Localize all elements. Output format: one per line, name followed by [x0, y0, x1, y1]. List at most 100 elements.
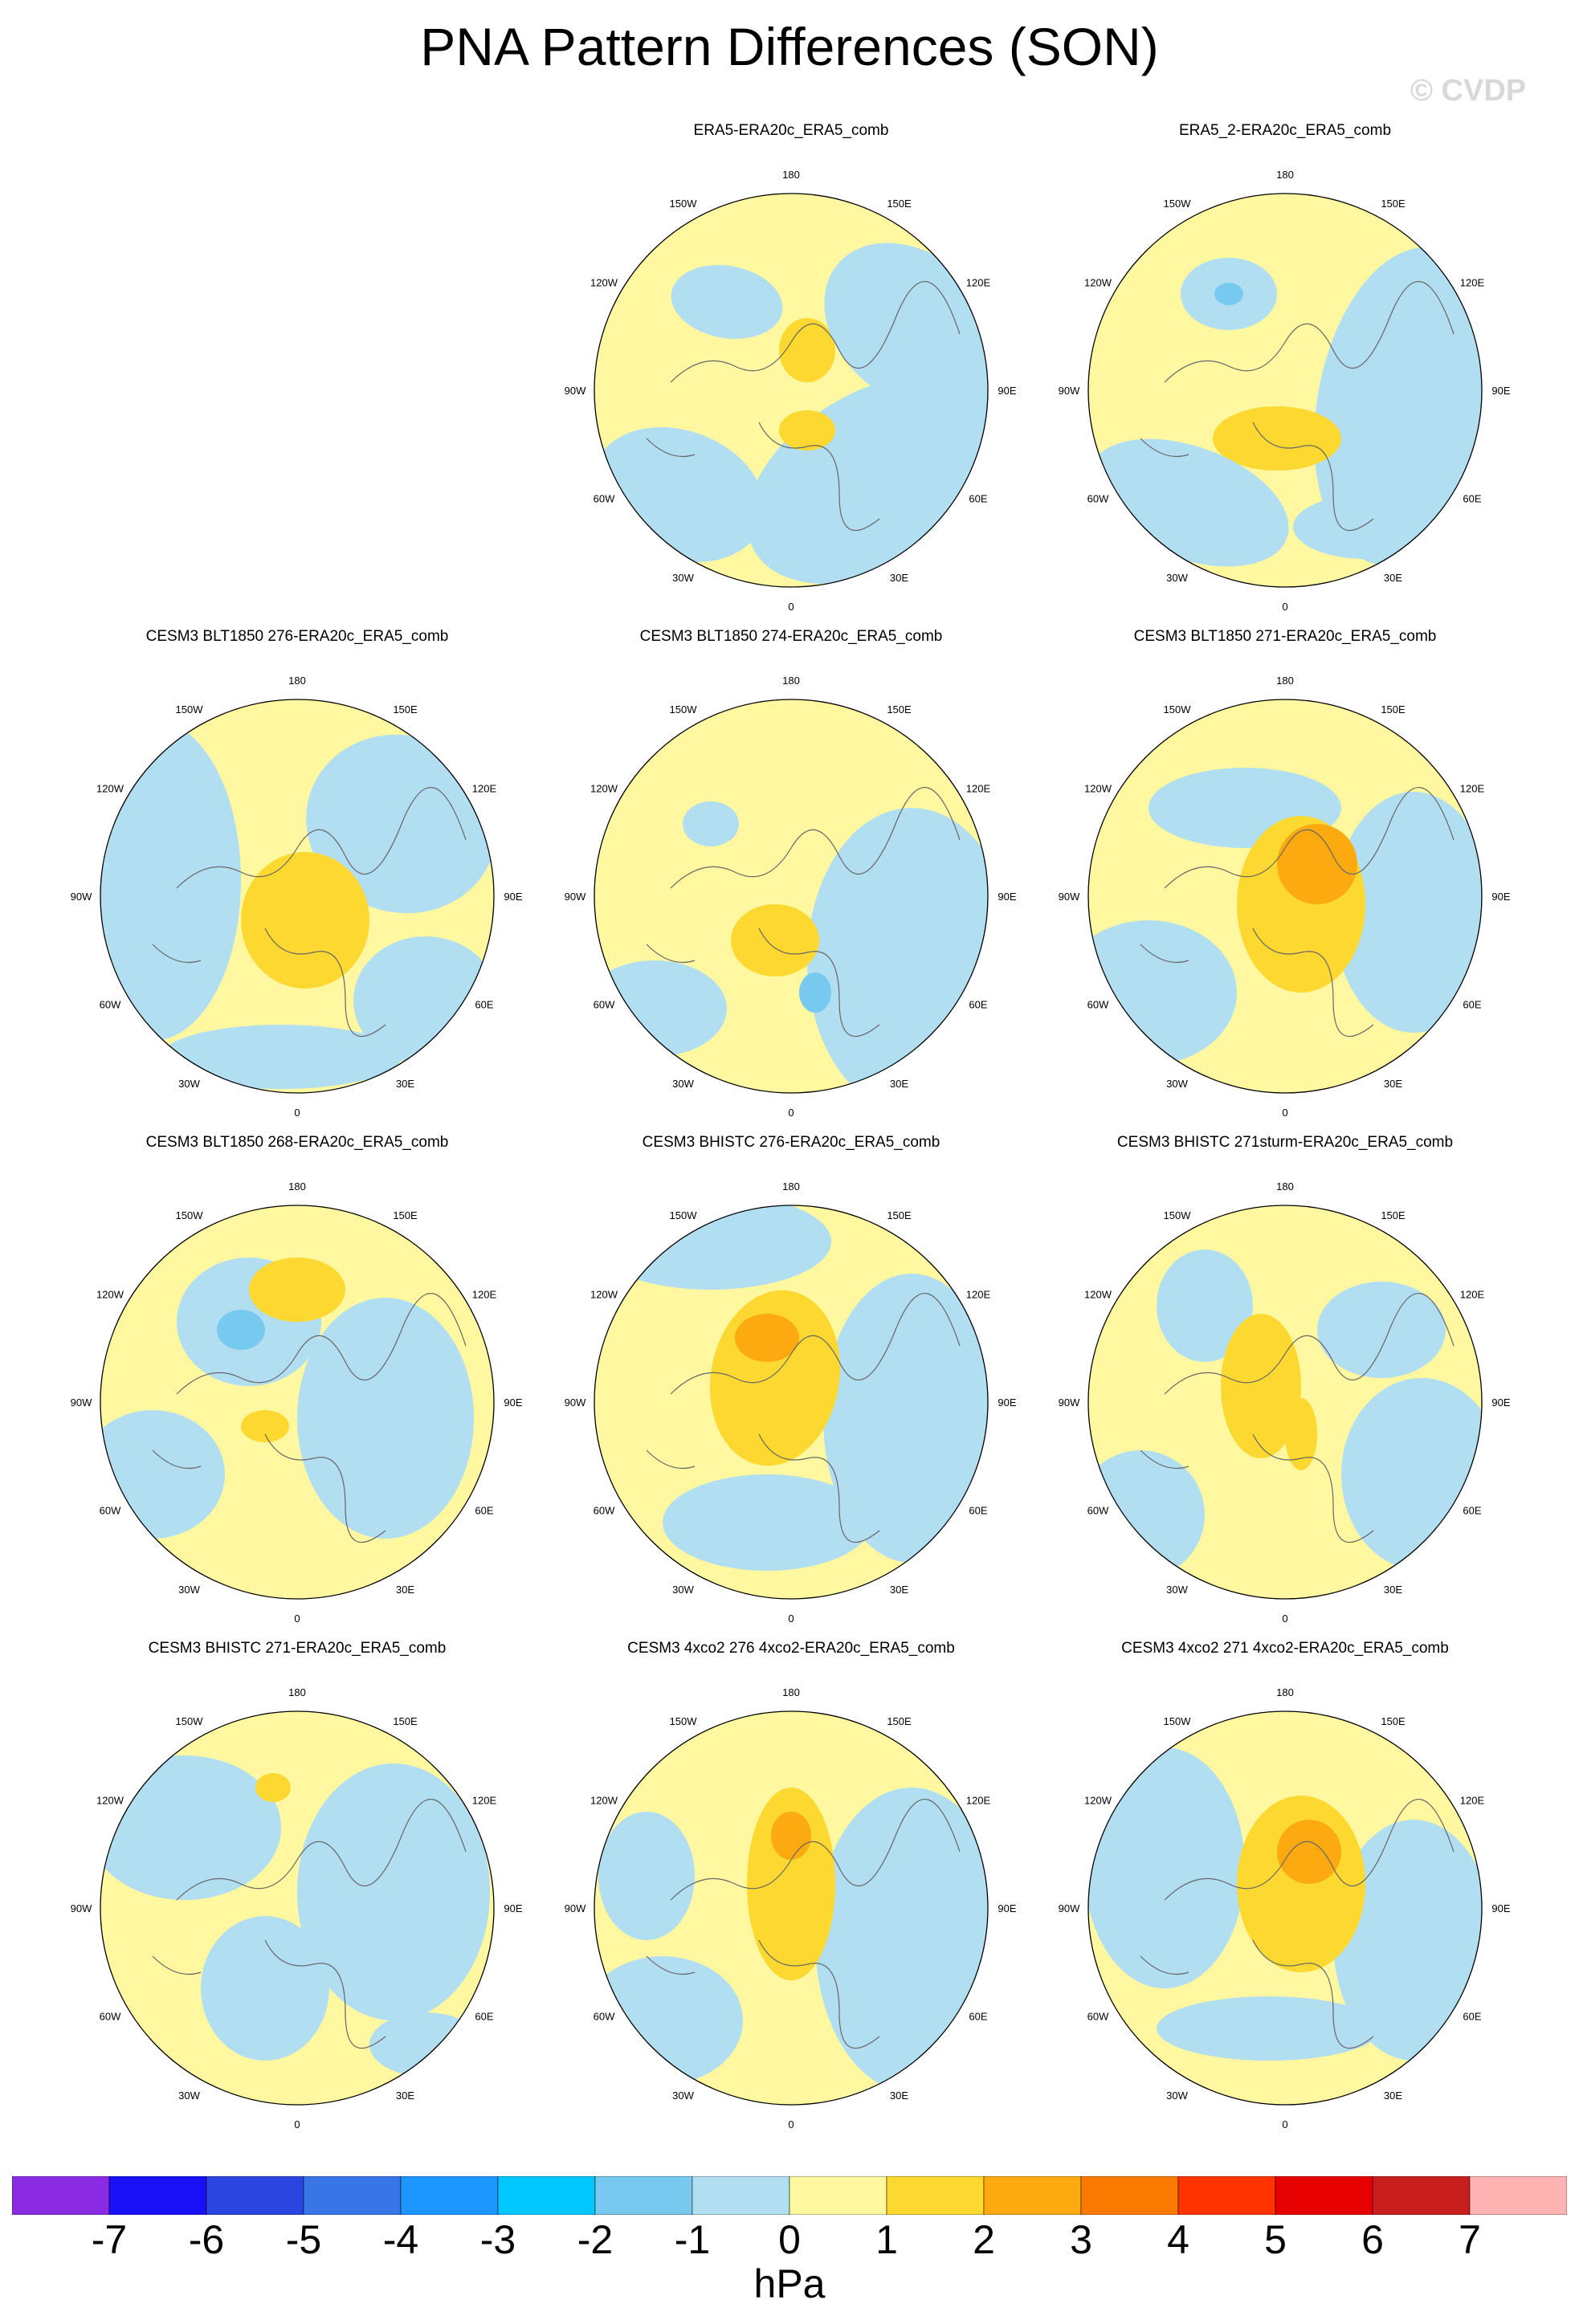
- longitude-label: 60E: [969, 999, 987, 1011]
- coastline: [152, 787, 467, 1038]
- longitude-label: 90W: [71, 1396, 92, 1409]
- colorbar-swatch: [1372, 2175, 1471, 2216]
- longitude-label: 180: [782, 1686, 800, 1698]
- longitude-label: 120E: [966, 277, 991, 289]
- longitude-label: 30E: [1384, 1584, 1402, 1596]
- longitude-label: 180: [1276, 1686, 1294, 1698]
- contour-fill-region: [683, 801, 739, 846]
- longitude-label: 180: [782, 169, 800, 181]
- longitude-label: 60W: [594, 493, 615, 505]
- colorbar-tick-label: 3: [1070, 2217, 1092, 2262]
- contour-fill-region: [1088, 1747, 1245, 1988]
- longitude-label: 150W: [1164, 1715, 1192, 1727]
- contour-fill-region: [161, 1025, 402, 1089]
- coastline: [152, 1293, 467, 1543]
- colorbar-tick-label: 2: [973, 2217, 995, 2262]
- map-panel: CESM3 BLT1850 274-ERA20c_ERA5_comb 180 150…: [542, 628, 1040, 1126]
- map-boundary: [594, 1205, 989, 1600]
- longitude-label: 30W: [1166, 572, 1188, 584]
- polar-map: 180 150E 120E 90E 60E 30E 0 30W 60W 90W 120W 150W: [1059, 1180, 1511, 1625]
- colorbar-tick-label: -7: [91, 2217, 128, 2262]
- longitude-label: 90E: [504, 891, 522, 903]
- polar-map: 180 150E 120E 90E 60E 30E 0 30W 60W 90W 120W 150W: [565, 1180, 1017, 1625]
- contour-fill-region: [671, 265, 783, 339]
- contour-fill-region: [1277, 824, 1357, 904]
- contour-fill-region: [1214, 283, 1243, 305]
- colorbar-tick-label: 0: [778, 2217, 801, 2262]
- map-boundary: [1087, 1710, 1483, 2106]
- contour-fill-region: [1277, 1820, 1341, 1884]
- contour-fill-region: [824, 243, 988, 410]
- longitude-label: 120W: [96, 783, 124, 795]
- colorbar-tick-labels: -7 -6 -5 -4 -3 -2 -1 0 1 2 3 4 5 6 7: [0, 2216, 1579, 2273]
- longitude-label: 120W: [590, 1289, 618, 1301]
- panel-title: ERA5-ERA20c_ERA5_comb: [693, 122, 889, 139]
- longitude-label: 30W: [178, 1584, 200, 1596]
- colorbar-swatch: [1469, 2175, 1568, 2216]
- map-panel: ERA5-ERA20c_ERA5_comb 180 150E 120E 90E 60E 30…: [542, 122, 1040, 620]
- longitude-label: 150W: [176, 703, 204, 716]
- contour-fill-region: [1317, 1282, 1446, 1378]
- longitude-label: 90E: [998, 1902, 1016, 1914]
- longitude-label: 120W: [590, 1795, 618, 1807]
- longitude-label: 150E: [1381, 198, 1406, 210]
- longitude-label: 90W: [565, 891, 586, 903]
- longitude-label: 120W: [96, 1289, 124, 1301]
- longitude-label: 120W: [1084, 1795, 1112, 1807]
- contour-fill-region: [815, 1788, 988, 2093]
- longitude-label: 0: [1282, 1613, 1287, 1625]
- longitude-label: 30E: [396, 2090, 414, 2102]
- longitude-label: 30E: [396, 1078, 414, 1090]
- colorbar-tick-label: -1: [674, 2217, 711, 2262]
- map-boundary: [594, 1710, 989, 2106]
- longitude-label: 180: [1276, 169, 1294, 181]
- map-boundary: [594, 193, 989, 588]
- contour-fill-region: [799, 972, 831, 1013]
- contour-fill-region: [1221, 1314, 1301, 1458]
- map-panel: ERA5_2-ERA20c_ERA5_comb 180 150E 120E 90E 60E…: [1036, 122, 1534, 620]
- longitude-label: 60W: [100, 1505, 121, 1517]
- polar-map: 180 150E 120E 90E 60E 30E 0 30W 60W 90W 120W 150W: [565, 675, 1017, 1119]
- polar-map: 180 150E 120E 90E 60E 30E 0 30W 60W 90W 120W 150W: [71, 1686, 523, 2130]
- longitude-label: 60W: [594, 2011, 615, 2023]
- colorbar-swatch: [594, 2175, 693, 2216]
- longitude-label: 90E: [504, 1396, 522, 1409]
- longitude-label: 60W: [100, 999, 121, 1011]
- contour-fill-region: [201, 1916, 329, 2061]
- panel-title: CESM3 BHISTC 276-ERA20c_ERA5_comb: [642, 1134, 940, 1151]
- longitude-label: 90E: [1491, 385, 1510, 397]
- map-panel: CESM3 BLT1850 268-ERA20c_ERA5_comb 180 150…: [48, 1134, 546, 1632]
- contour-fill-region: [1333, 792, 1482, 1033]
- longitude-label: 180: [288, 1686, 306, 1698]
- polar-map: 180 150E 120E 90E 60E 30E 0 30W 60W 90W 120W 150W: [1059, 675, 1511, 1119]
- contour-fill-region: [297, 1298, 474, 1539]
- contour-fill-region: [1293, 495, 1438, 559]
- map-boundary: [1087, 193, 1483, 588]
- coastline: [1140, 787, 1455, 1038]
- longitude-label: 150W: [176, 1209, 204, 1221]
- longitude-label: 150E: [393, 1209, 418, 1221]
- longitude-label: 30E: [890, 1078, 908, 1090]
- map-boundary: [1087, 699, 1483, 1094]
- longitude-label: 0: [294, 2118, 300, 2130]
- contour-fill-region: [779, 410, 835, 451]
- longitude-label: 90W: [1059, 385, 1080, 397]
- longitude-label: 150E: [887, 1715, 912, 1727]
- map-boundary: [594, 699, 989, 1094]
- longitude-label: 60E: [969, 493, 987, 505]
- longitude-label: 180: [782, 675, 800, 687]
- longitude-label: 180: [288, 675, 306, 687]
- colorbar-tick-label: 1: [875, 2217, 898, 2262]
- longitude-label: 0: [788, 1613, 794, 1625]
- longitude-label: 120E: [966, 1795, 991, 1807]
- coastline: [646, 1293, 961, 1543]
- colorbar-tick-label: 6: [1361, 2217, 1384, 2262]
- longitude-label: 90E: [504, 1902, 522, 1914]
- panel-title: CESM3 BLT1850 268-ERA20c_ERA5_comb: [145, 1134, 449, 1151]
- longitude-label: 120W: [590, 783, 618, 795]
- longitude-label: 180: [1276, 675, 1294, 687]
- coastline: [646, 1799, 961, 2049]
- contour-fill-region: [823, 1274, 988, 1563]
- map-panel: CESM3 BLT1850 271-ERA20c_ERA5_comb 180 150…: [1036, 628, 1534, 1126]
- colorbar-units: hPa: [753, 2261, 826, 2306]
